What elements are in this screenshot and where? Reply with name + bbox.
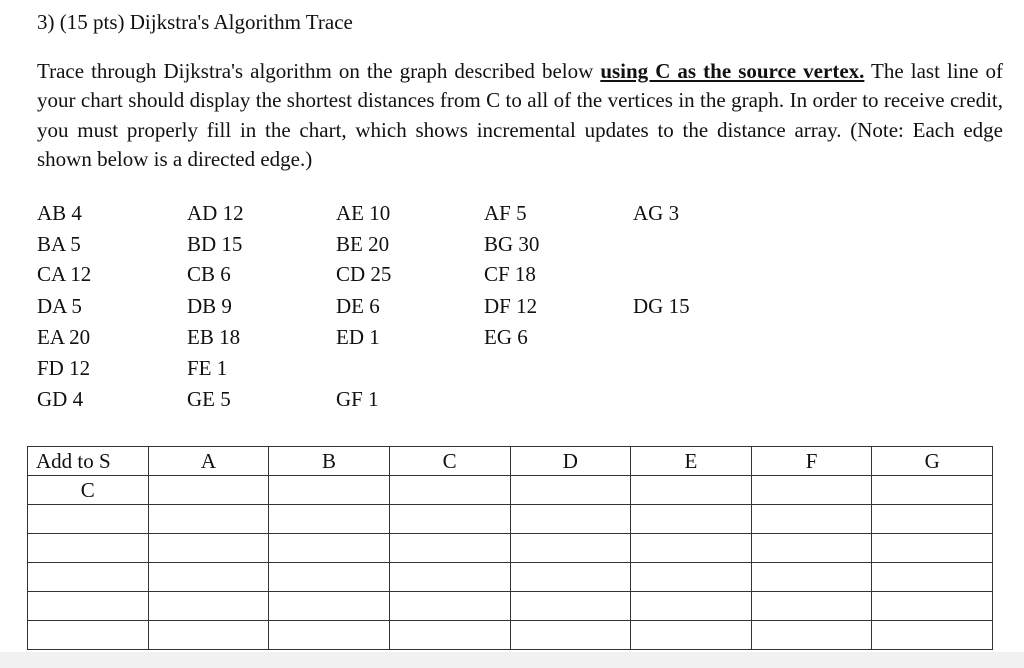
header-vertex: B <box>268 446 390 476</box>
distance-cell[interactable] <box>871 620 993 650</box>
distance-cell[interactable] <box>630 562 752 592</box>
header-vertex: A <box>147 446 270 476</box>
distance-cell[interactable] <box>871 562 993 592</box>
distance-cell[interactable] <box>750 620 873 650</box>
header-add-to-s: Add to S <box>27 446 149 476</box>
edge-weight: AF 5 <box>484 201 527 225</box>
distance-cell[interactable] <box>388 562 511 592</box>
edge-weight: CB 6 <box>187 262 231 286</box>
edge-weight: BD 15 <box>187 232 243 256</box>
edge-weight: FE 1 <box>187 356 228 380</box>
distance-cell[interactable] <box>750 591 873 621</box>
distance-cell[interactable] <box>147 475 270 505</box>
distance-cell[interactable] <box>268 504 390 534</box>
edge-weight: BG 30 <box>484 232 540 256</box>
distance-cell[interactable] <box>268 620 390 650</box>
added-vertex-cell[interactable] <box>27 504 149 534</box>
distance-cell[interactable] <box>509 562 632 592</box>
distance-cell[interactable] <box>147 620 270 650</box>
edge-weight: DG 15 <box>633 294 690 318</box>
distance-cell[interactable] <box>871 533 993 563</box>
distance-cell[interactable] <box>147 533 270 563</box>
instructions: Trace through Dijkstra's algorithm on th… <box>37 57 1003 174</box>
distance-cell[interactable] <box>750 504 873 534</box>
distance-cell[interactable] <box>750 475 873 505</box>
edge-weight: DA 5 <box>37 294 82 318</box>
edge-weight: EB 18 <box>187 325 241 349</box>
distance-cell[interactable] <box>630 591 752 621</box>
distance-cell[interactable] <box>147 562 270 592</box>
distance-cell[interactable] <box>871 504 993 534</box>
edge-weight: EA 20 <box>37 325 91 349</box>
instructions-text: Trace through Dijkstra's algorithm on th… <box>37 59 601 83</box>
distance-cell[interactable] <box>509 591 632 621</box>
distance-cell[interactable] <box>871 591 993 621</box>
instructions-text-cont: The last line of your chart should displ… <box>37 59 1003 171</box>
distance-cell[interactable] <box>388 504 511 534</box>
table-row <box>27 504 993 534</box>
distance-cell[interactable] <box>268 475 390 505</box>
edge-weight: EG 6 <box>484 325 528 349</box>
edge-weight: GF 1 <box>336 387 379 411</box>
distance-cell[interactable] <box>750 562 873 592</box>
distance-cell[interactable] <box>871 475 993 505</box>
header-vertex: E <box>630 446 752 476</box>
header-vertex: D <box>509 446 632 476</box>
edge-weight: CA 12 <box>37 262 92 286</box>
edge-weight: GD 4 <box>37 387 84 411</box>
edge-weight: BA 5 <box>37 232 81 256</box>
edge-weight: DE 6 <box>336 294 380 318</box>
table-row: C <box>27 475 993 505</box>
table-row <box>27 533 993 563</box>
edge-weight: CF 18 <box>484 262 536 286</box>
edge-weight: DB 9 <box>187 294 232 318</box>
table-row <box>27 562 993 592</box>
distance-cell[interactable] <box>509 533 632 563</box>
distance-cell[interactable] <box>750 533 873 563</box>
distance-cell[interactable] <box>630 533 752 563</box>
header-vertex: C <box>388 446 511 476</box>
edge-weight: AE 10 <box>336 201 391 225</box>
edge-weight: FD 12 <box>37 356 91 380</box>
distance-cell[interactable] <box>268 533 390 563</box>
distance-cell[interactable] <box>509 504 632 534</box>
distance-cell[interactable] <box>388 620 511 650</box>
distance-cell[interactable] <box>630 504 752 534</box>
distance-cell[interactable] <box>509 475 632 505</box>
distance-cell[interactable] <box>268 591 390 621</box>
distance-cell[interactable] <box>147 591 270 621</box>
edge-weight: DF 12 <box>484 294 538 318</box>
distance-cell[interactable] <box>630 620 752 650</box>
distance-cell[interactable] <box>268 562 390 592</box>
distance-cell[interactable] <box>509 620 632 650</box>
header-vertex: G <box>871 446 993 476</box>
edge-weight: BE 20 <box>336 232 390 256</box>
edge-weight: GE 5 <box>187 387 231 411</box>
header-vertex: F <box>750 446 873 476</box>
distance-cell[interactable] <box>388 591 511 621</box>
added-vertex-cell[interactable] <box>27 620 149 650</box>
edge-weight: AG 3 <box>633 201 680 225</box>
added-vertex-cell[interactable] <box>27 533 149 563</box>
table-row <box>27 591 993 621</box>
edge-weight: AD 12 <box>187 201 244 225</box>
edge-weight: CD 25 <box>336 262 392 286</box>
distance-cell[interactable] <box>388 533 511 563</box>
source-vertex-emphasis: using C as the source vertex. <box>600 59 865 83</box>
edge-weight: AB 4 <box>37 201 82 225</box>
problem-title: 3) (15 pts) Dijkstra's Algorithm Trace <box>37 10 353 34</box>
added-vertex-cell[interactable] <box>27 562 149 592</box>
edge-weight: ED 1 <box>336 325 380 349</box>
added-vertex-cell[interactable]: C <box>27 475 149 505</box>
distance-cell[interactable] <box>388 475 511 505</box>
added-vertex-cell[interactable] <box>27 591 149 621</box>
table-row <box>27 620 993 650</box>
page-bottom-band <box>0 652 1024 668</box>
distance-cell[interactable] <box>147 504 270 534</box>
distance-cell[interactable] <box>630 475 752 505</box>
